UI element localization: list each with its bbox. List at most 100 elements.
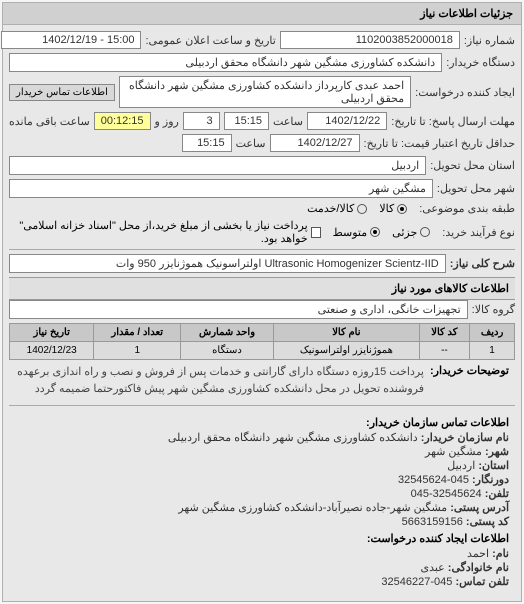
contact-province: استان: اردبیل	[15, 459, 509, 472]
buyer-label: دستگاه خریدار:	[446, 56, 515, 69]
contact-name: نام: احمد	[15, 547, 509, 560]
time-label-1: ساعت	[273, 115, 303, 128]
contact-city: شهر: مشگین شهر	[15, 445, 509, 458]
radio-dot-icon	[357, 204, 367, 214]
radio-goods[interactable]: کالا	[379, 202, 407, 215]
phone-value: 32545624-045	[411, 488, 482, 500]
row-requester: ایجاد کننده درخواست: احمد عبدی کارپرداز …	[9, 76, 515, 108]
th-unit: واحد شمارش	[181, 324, 274, 342]
row-city: شهر محل تحویل: مشگین شهر	[9, 179, 515, 198]
row-req-no: شماره نیاز: 1102003852000018 تاریخ و ساع…	[9, 31, 515, 49]
td-unit: دستگاه	[181, 342, 274, 360]
valid-label: حداقل تاریخ اعتبار قیمت: تا تاریخ:	[364, 137, 515, 150]
name-label: نام:	[492, 548, 509, 560]
phone-label: تلفن:	[485, 488, 509, 500]
postal-value: 5663159156	[402, 516, 463, 528]
org-label: نام سازمان خریدار:	[421, 432, 509, 444]
checkbox-icon	[311, 227, 321, 238]
radio-goods-label: کالا	[379, 202, 394, 215]
valid-time: 15:15	[182, 134, 232, 152]
radio-medium[interactable]: متوسط	[333, 226, 381, 239]
row-buyer: دستگاه خریدار: دانشکده کشاورزی مشگین شهر…	[9, 53, 515, 72]
row-group: گروه کالا: تجهیزات خانگی، اداری و صنعتی	[9, 300, 515, 319]
desc-label: شرح کلی نیاز:	[450, 257, 515, 270]
family-value: عبدی	[420, 562, 444, 574]
buyer-field: دانشکده کشاورزی مشگین شهر دانشگاه محقق ا…	[9, 53, 442, 72]
table-row: 1 -- هموژنایزر اولتراسونیک دستگاه 1 1402…	[10, 342, 515, 360]
payment-notes: توضیحات خریدار: پرداخت 15روزه دستگاه دار…	[9, 360, 515, 401]
address-label: آدرس پستی:	[450, 502, 509, 514]
th-name: نام کالا	[273, 324, 419, 342]
province-label2: استان:	[478, 460, 509, 472]
remain-time: 00:12:15	[94, 112, 151, 130]
radio-dot-icon	[397, 204, 407, 214]
contact-tel: تلفن تماس: 045-32546227	[15, 575, 509, 588]
contact-info-button[interactable]: اطلاعات تماس خریدار	[9, 84, 115, 101]
td-name: هموژنایزر اولتراسونیک	[273, 342, 419, 360]
goods-table: ردیف کد کالا نام کالا واحد شمارش تعداد /…	[9, 323, 515, 360]
city-label2: شهر:	[485, 446, 509, 458]
province-field: اردبیل	[9, 156, 426, 175]
time-label-2: ساعت	[236, 137, 266, 150]
valid-date: 1402/12/27	[270, 134, 360, 152]
contact-fax: دورنگار: 045-32545624	[15, 473, 509, 486]
row-process: نوع فرآیند خرید: جزئی متوسط پرداخت نیاز …	[9, 219, 515, 245]
desc-field: Ultrasonic Homogenizer Scientz-IID اولتر…	[9, 254, 446, 273]
announce-label: تاریخ و ساعت اعلان عمومی:	[145, 34, 275, 47]
contact-phone: تلفن: 32545624-045	[15, 487, 509, 500]
contact-family: نام خانوادگی: عبدی	[15, 561, 509, 574]
panel-title: جزئیات اطلاعات نیاز	[3, 3, 521, 25]
city-value2: مشگین شهر	[425, 446, 482, 458]
row-province: استان محل تحویل: اردبیل	[9, 156, 515, 175]
radio-small-label: جزئی	[392, 226, 417, 239]
contact-postal: کد پستی: 5663159156	[15, 515, 509, 528]
divider	[9, 249, 515, 250]
goods-section-title: اطلاعات کالاهای مورد نیاز	[9, 277, 515, 300]
radio-service[interactable]: کالا/خدمت	[307, 202, 367, 215]
radio-medium-label: متوسط	[333, 226, 368, 239]
payment-text: پرداخت 15روزه دستگاه دارای گارانتی و خدم…	[15, 364, 424, 397]
contact-title: اطلاعات تماس سازمان خریدار:	[15, 416, 509, 429]
th-code: کد کالا	[419, 324, 469, 342]
table-header-row: ردیف کد کالا نام کالا واحد شمارش تعداد /…	[10, 324, 515, 342]
family-label: نام خانوادگی:	[448, 562, 509, 574]
radio-dot-icon	[370, 227, 380, 237]
payment-label: توضیحات خریدار:	[430, 364, 509, 397]
province-value2: اردبیل	[447, 460, 475, 472]
checkbox-treasury[interactable]: پرداخت نیاز یا بخشی از مبلغ خرید،از محل …	[9, 219, 321, 245]
deadline-label: مهلت ارسال پاسخ: تا تاریخ:	[391, 115, 515, 128]
org-value: دانشکده کشاورزی مشگین شهر دانشگاه محقق ا…	[168, 432, 418, 444]
th-qty: تعداد / مقدار	[94, 324, 181, 342]
fax-label: دورنگار:	[472, 474, 509, 486]
details-panel: جزئیات اطلاعات نیاز شماره نیاز: 11020038…	[2, 2, 522, 602]
contact-address: آدرس پستی: مشگین شهر-جاده نصیرآباد-دانشک…	[15, 501, 509, 514]
group-label: گروه کالا:	[472, 303, 515, 316]
fax-value: 045-32545624	[398, 474, 469, 486]
radio-service-label: کالا/خدمت	[307, 202, 354, 215]
days-field: 3	[183, 112, 220, 130]
row-deadline: مهلت ارسال پاسخ: تا تاریخ: 1402/12/22 سا…	[9, 112, 515, 130]
deadline-time: 15:15	[224, 112, 269, 130]
th-date: تاریخ نیاز	[10, 324, 94, 342]
radio-dot-icon	[420, 227, 430, 237]
td-index: 1	[470, 342, 515, 360]
req-creator-title: اطلاعات ایجاد کننده درخواست:	[15, 532, 509, 545]
postal-label: کد پستی:	[466, 516, 509, 528]
city-label: شهر محل تحویل:	[437, 182, 515, 195]
td-code: --	[419, 342, 469, 360]
address-value: مشگین شهر-جاده نصیرآباد-دانشکده کشاورزی …	[178, 502, 447, 514]
requester-field: احمد عبدی کارپرداز دانشکده کشاورزی مشگین…	[119, 76, 411, 108]
row-valid: حداقل تاریخ اعتبار قیمت: تا تاریخ: 1402/…	[9, 134, 515, 152]
req-no-field: 1102003852000018	[280, 31, 460, 49]
contact-block: اطلاعات تماس سازمان خریدار: نام سازمان خ…	[9, 410, 515, 595]
th-index: ردیف	[470, 324, 515, 342]
category-label: طبقه بندی موضوعی:	[419, 202, 515, 215]
name-value: احمد	[467, 548, 489, 560]
radio-small[interactable]: جزئی	[392, 226, 430, 239]
divider	[9, 405, 515, 406]
tel-label: تلفن تماس:	[455, 576, 509, 588]
tel-value: 045-32546227	[381, 576, 452, 588]
group-field: تجهیزات خانگی، اداری و صنعتی	[9, 300, 468, 319]
requester-label: ایجاد کننده درخواست:	[415, 86, 515, 99]
form-body: شماره نیاز: 1102003852000018 تاریخ و ساع…	[3, 25, 521, 601]
